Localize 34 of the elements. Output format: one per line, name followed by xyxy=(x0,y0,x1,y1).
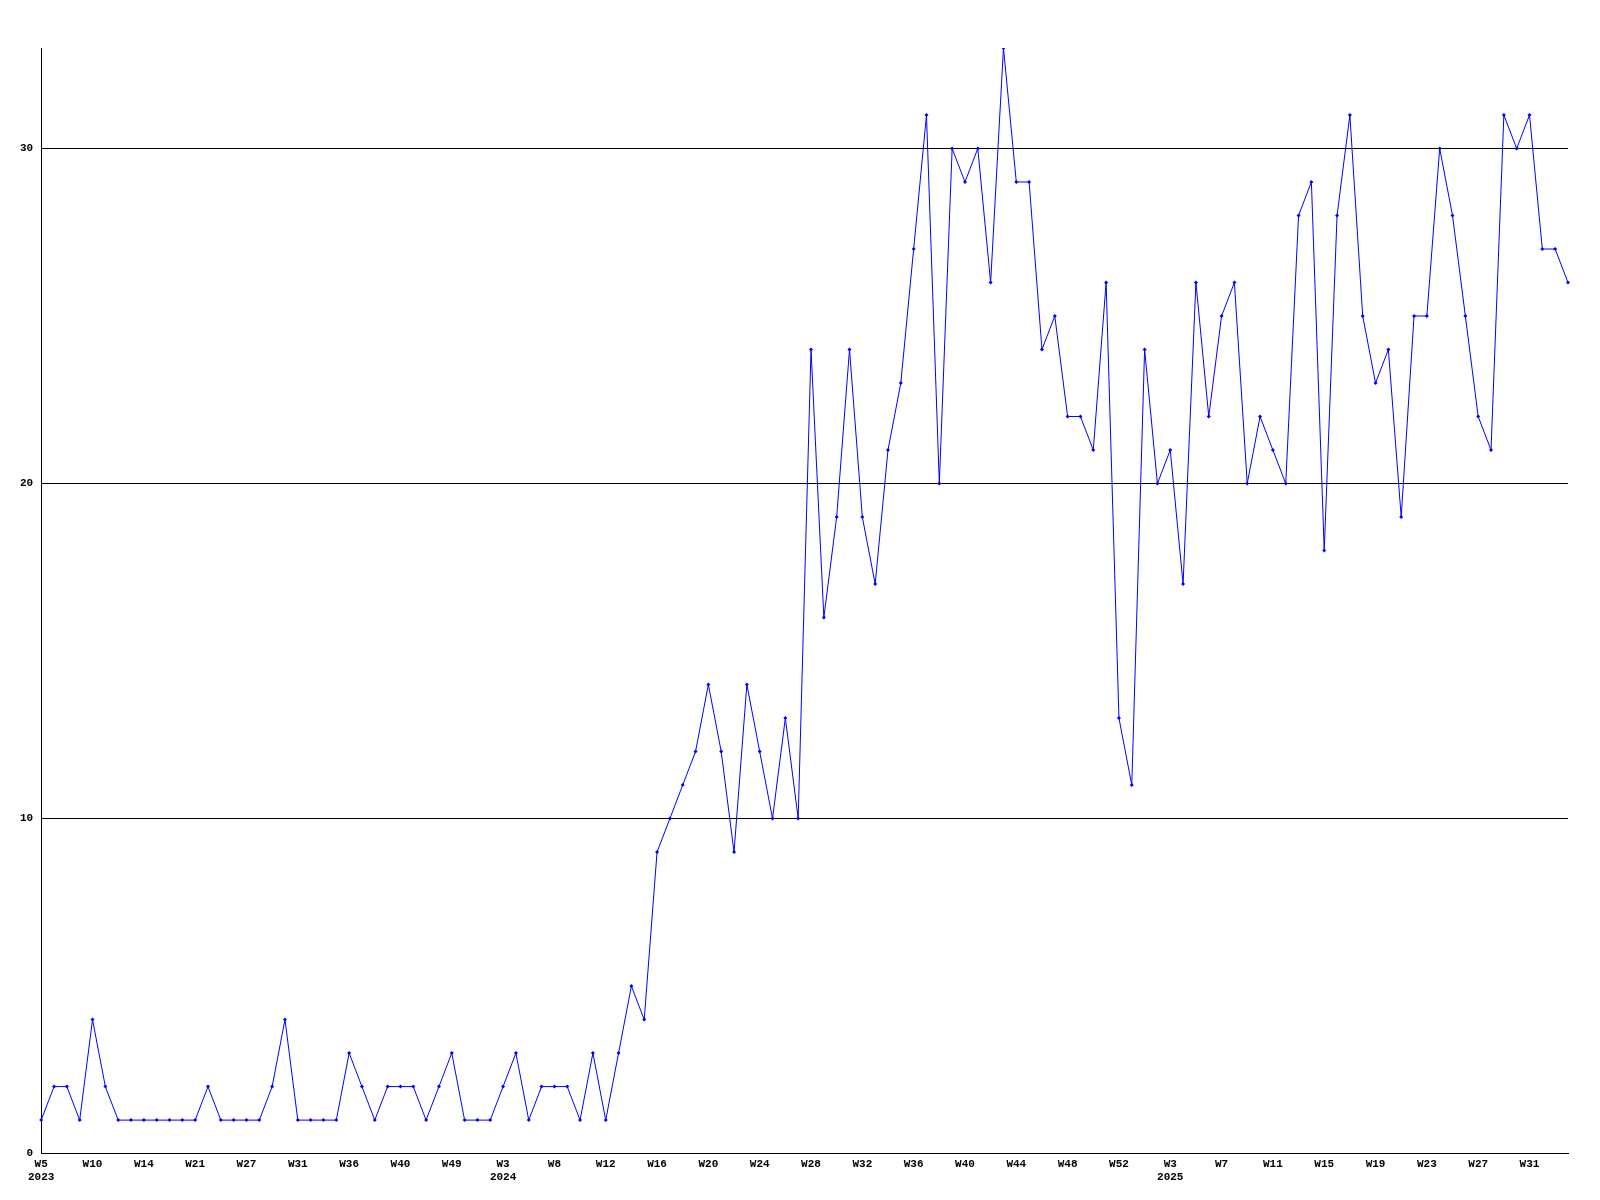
x-tick-label: W28 xyxy=(801,1157,822,1170)
x-tick-label: W24 xyxy=(749,1157,770,1170)
x-tick-label: W3 2025 xyxy=(1157,1157,1184,1184)
x-tick-label: W10 xyxy=(82,1157,103,1170)
x-tick-label: W27 xyxy=(1468,1157,1489,1170)
y-tick-label: 30 xyxy=(20,142,34,155)
x-tick-label: W36 xyxy=(903,1157,924,1170)
x-tick-label: W27 xyxy=(236,1157,257,1170)
x-tick-label: W16 xyxy=(647,1157,667,1170)
x-tick-label: W14 xyxy=(133,1157,155,1170)
y-tick-label: 20 xyxy=(20,477,34,490)
x-tick-label: W11 xyxy=(1263,1157,1284,1170)
y-tick-label: 0 xyxy=(26,1147,34,1160)
x-tick-label: W12 xyxy=(595,1157,616,1170)
x-tick-label: W19 xyxy=(1365,1157,1386,1170)
x-tick-label: W40 xyxy=(390,1157,411,1170)
x-tick-label: W23 xyxy=(1416,1157,1438,1170)
x-tick-label: W8 xyxy=(547,1157,562,1170)
x-tick-label: W40 xyxy=(955,1157,975,1170)
x-tick-label: W52 xyxy=(1109,1157,1129,1170)
x-tick-label: W15 xyxy=(1314,1157,1335,1170)
x-tick-label: W21 xyxy=(185,1157,206,1170)
x-tick-label: W20 xyxy=(698,1157,719,1170)
x-tick-label: W48 xyxy=(1057,1157,1078,1170)
x-tick-label: W36 xyxy=(339,1157,360,1170)
x-tick-label: W32 xyxy=(852,1157,873,1170)
x-tick-label: W44 xyxy=(1006,1157,1027,1170)
x-tick-label: W5 2023 xyxy=(28,1157,55,1184)
x-tick-label: W49 xyxy=(441,1157,462,1170)
x-tick-label: W31 xyxy=(287,1157,309,1170)
x-tick-label: W7 xyxy=(1214,1157,1229,1170)
y-tick-label: 10 xyxy=(20,812,34,825)
x-tick-label: W3 2024 xyxy=(489,1157,517,1184)
x-tick-label: W31 xyxy=(1519,1157,1540,1170)
